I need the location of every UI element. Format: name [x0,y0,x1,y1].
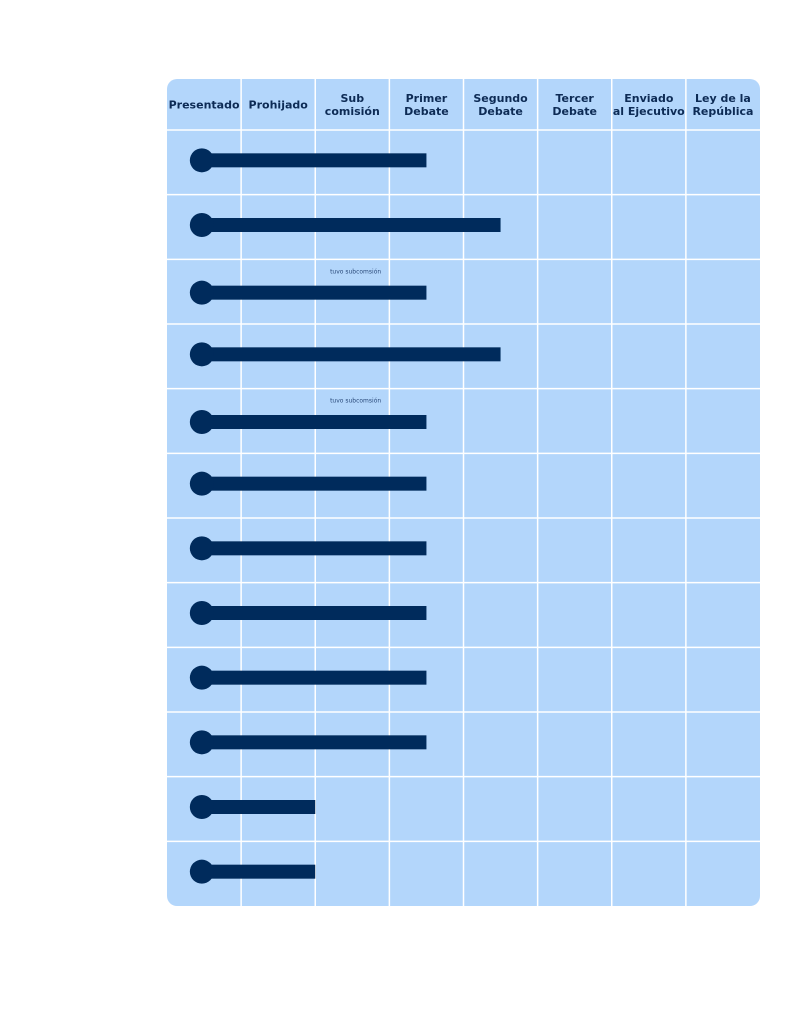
stage-header: Sub comisión [325,92,380,118]
stage-header: Prohijado [249,99,309,112]
progress-start [189,665,214,690]
stage-header: Segundo Debate [473,92,528,118]
progress-start [189,795,214,819]
stage-header: Tercer Debate [552,92,597,118]
stage-header-line: al Ejecutivo [613,105,685,118]
progress-start [189,280,214,305]
stage-header-line: Prohijado [249,99,309,112]
progress-bar [201,864,316,879]
note: tuvo subcomsión [330,268,381,275]
progress-bar [201,606,427,620]
stage-header-line: comisión [325,105,380,118]
progress-bar [201,347,501,362]
progress-bar [201,541,427,556]
stage-header-line: Tercer [556,92,595,105]
progress-start [189,213,214,237]
progress-bar [201,415,427,429]
stage-header-line: Primer [406,92,448,105]
progress-bar [201,153,427,168]
note: tuvo subcomsión [330,398,381,405]
stage-header-line: Presentado [169,99,240,112]
progress-bar [201,735,427,750]
progress-start [189,601,214,625]
progress-start [189,148,214,173]
stage-header-line: Debate [552,105,597,118]
stage-header-line: Ley de la [695,92,751,105]
stage-header-line: Sub [340,92,364,105]
progress-bar [201,285,427,300]
stage-header-line: República [692,105,753,118]
progress-start [189,536,214,561]
progress-start [189,859,214,884]
stage-header: Primer Debate [404,92,449,118]
stage-header-line: Debate [478,105,523,118]
stage-header: Enviado al Ejecutivo [613,92,685,118]
stage-header: Ley de la República [692,92,753,118]
progress-bar [201,800,316,814]
progress-start [189,730,214,755]
progress-bar [201,476,427,491]
stage-header-line: Debate [404,105,449,118]
progress-bar [201,670,427,685]
progress-start [189,342,214,367]
progress-start [189,471,214,496]
progress-bar [201,218,501,232]
stage-header: Presentado [169,99,240,112]
stage-header-line: Enviado [624,92,674,105]
stage-header-line: Segundo [473,92,528,105]
progress-start [189,410,214,434]
